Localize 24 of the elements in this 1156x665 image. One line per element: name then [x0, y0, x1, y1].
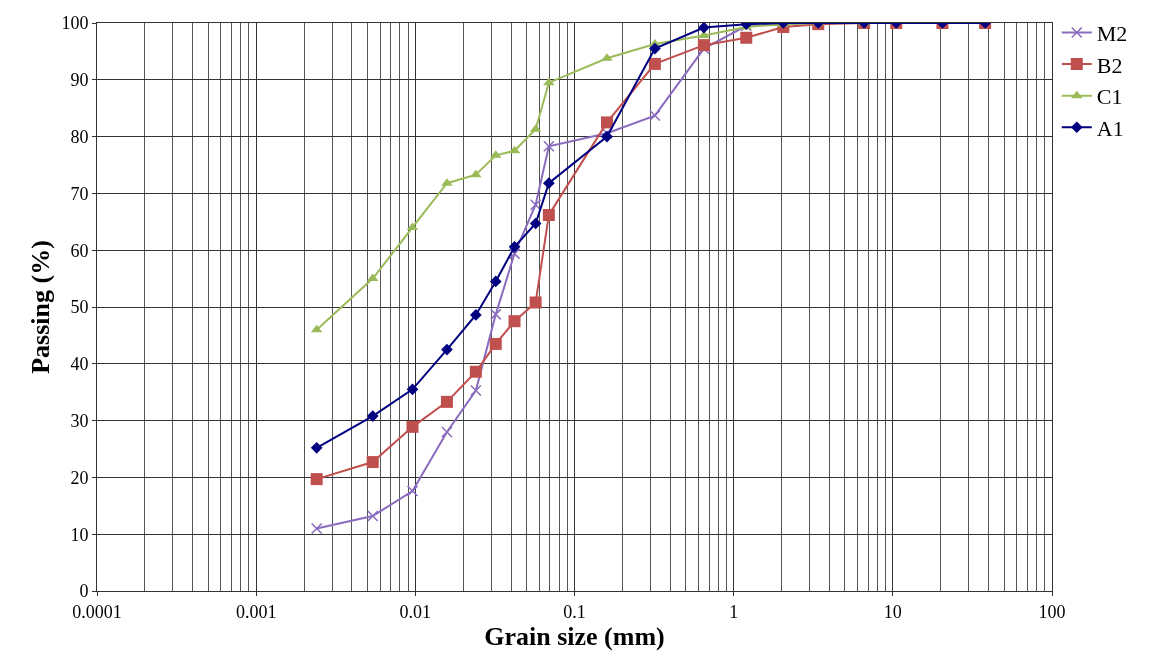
y-tick-label: 10 [70, 524, 89, 545]
legend-label: B2 [1096, 52, 1123, 78]
x-tick-label: 0.0001 [72, 601, 122, 622]
y-tick-label: 20 [70, 467, 89, 488]
y-tick-label: 0 [79, 581, 89, 602]
legend-label: M2 [1096, 21, 1128, 47]
x-axis-title: Grain size (mm) [484, 621, 665, 651]
y-tick-label: 60 [70, 240, 89, 261]
x-tick-label: 10 [883, 601, 902, 622]
x-tick-label: 0.1 [563, 601, 586, 622]
y-tick-label: 80 [70, 126, 89, 147]
y-tick-label: 30 [70, 410, 89, 431]
legend-label: A1 [1096, 115, 1124, 141]
y-axis-title: Passing (%) [25, 240, 55, 374]
x-tick-label: 0.001 [235, 601, 277, 622]
x-tick-label: 0.01 [399, 601, 432, 622]
legend-label: C1 [1096, 84, 1123, 110]
x-tick-label: 100 [1038, 601, 1066, 622]
x-tick-label: 1 [729, 601, 739, 622]
y-tick-label: 70 [70, 183, 89, 204]
y-tick-label: 50 [70, 297, 89, 318]
y-tick-label: 100 [61, 13, 89, 34]
y-tick-label: 40 [70, 354, 89, 375]
y-tick-label: 90 [70, 70, 89, 91]
